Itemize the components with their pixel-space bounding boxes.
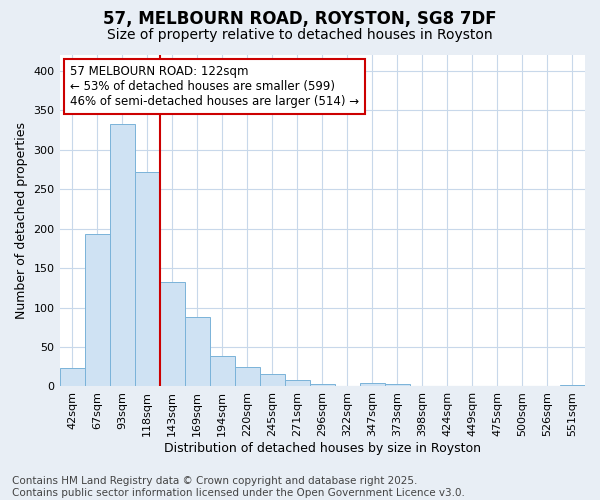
Y-axis label: Number of detached properties: Number of detached properties — [15, 122, 28, 319]
Bar — [310, 384, 335, 386]
Bar — [385, 384, 410, 386]
Bar — [285, 380, 310, 386]
Text: 57 MELBOURN ROAD: 122sqm
← 53% of detached houses are smaller (599)
46% of semi-: 57 MELBOURN ROAD: 122sqm ← 53% of detach… — [70, 65, 359, 108]
Bar — [560, 385, 585, 386]
Bar — [260, 374, 285, 386]
Bar — [185, 317, 209, 386]
Text: 57, MELBOURN ROAD, ROYSTON, SG8 7DF: 57, MELBOURN ROAD, ROYSTON, SG8 7DF — [103, 10, 497, 28]
Bar — [85, 234, 110, 386]
Text: Size of property relative to detached houses in Royston: Size of property relative to detached ho… — [107, 28, 493, 42]
Bar — [160, 282, 185, 387]
Text: Contains HM Land Registry data © Crown copyright and database right 2025.
Contai: Contains HM Land Registry data © Crown c… — [12, 476, 465, 498]
Bar — [110, 124, 134, 386]
Bar — [134, 172, 160, 386]
Bar — [59, 368, 85, 386]
Bar — [360, 384, 385, 386]
Bar — [209, 356, 235, 386]
Bar — [235, 366, 260, 386]
X-axis label: Distribution of detached houses by size in Royston: Distribution of detached houses by size … — [164, 442, 481, 455]
